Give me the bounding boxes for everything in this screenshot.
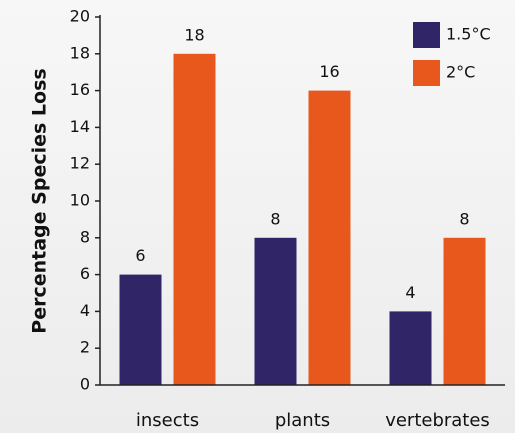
legend-label: 1.5°C <box>446 25 491 44</box>
x-tick-label: insects <box>136 410 199 431</box>
y-tick-label: 14 <box>70 117 90 136</box>
y-axis-label: Percentage Species Loss <box>29 68 51 333</box>
data-label: 18 <box>184 25 204 44</box>
y-tick-label: 0 <box>80 375 90 394</box>
y-tick-label: 10 <box>70 191 90 210</box>
x-tick-label: plants <box>275 410 330 431</box>
y-tick-label: 2 <box>80 338 90 357</box>
bar <box>119 274 162 385</box>
data-label: 8 <box>270 209 280 228</box>
y-tick-label: 16 <box>70 80 90 99</box>
legend-swatch <box>413 22 440 48</box>
y-tick-label: 12 <box>70 154 90 173</box>
data-label: 6 <box>135 246 145 265</box>
bar <box>254 237 297 385</box>
data-label: 16 <box>319 62 339 81</box>
bar <box>389 311 432 385</box>
data-label: 8 <box>459 209 469 228</box>
y-tick-label: 18 <box>70 43 90 62</box>
bar <box>308 90 351 385</box>
legend-swatch <box>413 60 440 86</box>
y-tick-label: 6 <box>80 264 90 283</box>
bar <box>443 237 486 385</box>
y-tick-label: 4 <box>80 301 90 320</box>
data-label: 4 <box>405 283 415 302</box>
legend-label: 2°C <box>446 63 475 82</box>
y-tick-label: 20 <box>70 7 90 26</box>
x-tick-label: vertebrates <box>385 410 490 431</box>
bar <box>173 53 216 386</box>
y-tick-label: 8 <box>80 227 90 246</box>
